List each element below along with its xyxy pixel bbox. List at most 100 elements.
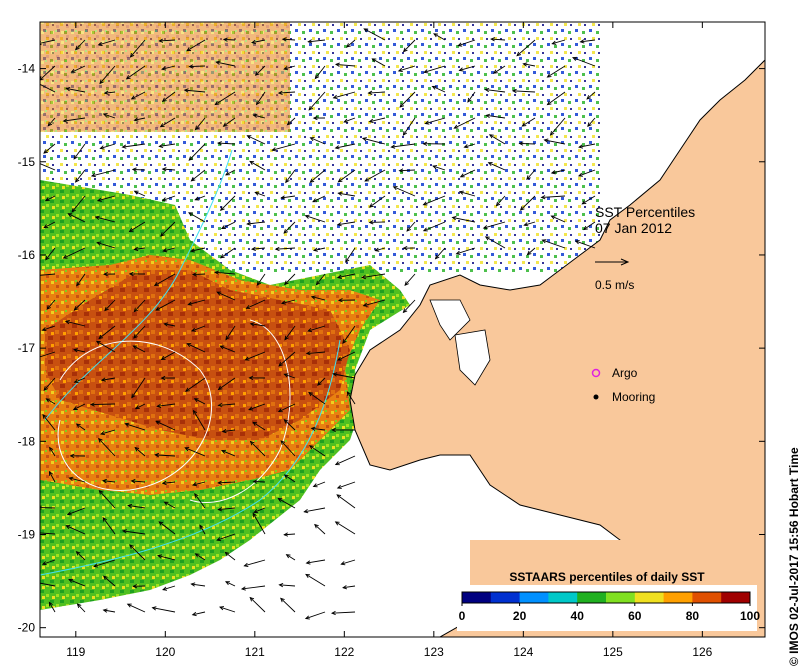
current-vector-head xyxy=(220,225,226,230)
current-vector xyxy=(541,195,566,198)
current-vector xyxy=(519,142,536,145)
current-vector-head xyxy=(248,406,254,411)
current-vector-head xyxy=(36,531,40,534)
current-vector-head xyxy=(308,391,314,397)
current-vector-head xyxy=(312,247,318,252)
current-vector-head xyxy=(102,608,108,613)
current-vector-head xyxy=(162,248,168,253)
current-vector xyxy=(575,240,596,249)
current-vector-head xyxy=(219,606,225,611)
colorbar-swatch xyxy=(548,592,578,603)
current-vector xyxy=(375,247,386,252)
current-vector xyxy=(346,39,356,48)
current-vector-head xyxy=(155,420,161,425)
current-vector-head xyxy=(280,195,286,200)
current-vector-head xyxy=(433,33,439,38)
current-vector xyxy=(284,325,296,340)
current-vector-head xyxy=(336,484,342,489)
current-vector-head xyxy=(546,73,552,78)
current-vector-head xyxy=(278,582,284,588)
current-vector-head xyxy=(336,222,342,227)
x-tick-label: 119 xyxy=(66,645,85,659)
current-vector-head xyxy=(188,64,194,69)
current-vector xyxy=(225,581,236,587)
current-vector-head xyxy=(104,306,109,312)
current-vector-head xyxy=(463,144,469,149)
current-vector xyxy=(337,221,356,226)
current-vector xyxy=(98,438,116,457)
current-vector xyxy=(164,323,176,327)
current-vector xyxy=(76,423,86,431)
current-vector xyxy=(47,117,56,127)
current-vector xyxy=(483,221,506,229)
current-vector-head xyxy=(283,66,289,71)
current-vector xyxy=(100,429,116,435)
current-vector-head xyxy=(75,423,81,428)
current-vector-head xyxy=(488,134,494,139)
current-vector xyxy=(218,142,236,145)
current-vector-head xyxy=(457,42,463,47)
current-vector xyxy=(583,221,596,230)
current-vector-head xyxy=(541,239,547,244)
current-vector xyxy=(526,169,536,180)
current-vector xyxy=(337,481,356,489)
current-vector-head xyxy=(217,141,222,146)
current-vector-head xyxy=(581,200,587,205)
current-vector xyxy=(95,216,116,223)
current-vector xyxy=(256,273,266,286)
current-vector xyxy=(284,65,296,70)
current-vector-head xyxy=(402,130,408,136)
current-vector xyxy=(63,247,86,259)
current-vector-head xyxy=(100,431,106,436)
current-vector xyxy=(485,89,506,93)
current-vector xyxy=(406,221,416,232)
current-vector-head xyxy=(187,301,193,306)
current-vector-head xyxy=(253,509,259,514)
credit-label: © IMOS 02-Jul-2017 15:56 Hobart Time xyxy=(787,447,801,666)
current-vector xyxy=(191,325,206,332)
current-vector-head xyxy=(94,215,100,220)
current-vector-head xyxy=(41,561,47,566)
current-vector-head xyxy=(98,437,103,443)
current-vector xyxy=(195,553,206,561)
current-vector xyxy=(433,33,446,41)
current-vector xyxy=(45,195,56,202)
current-vector xyxy=(133,325,146,339)
current-vector-head xyxy=(422,201,428,206)
current-vector xyxy=(220,345,236,353)
current-vector-head xyxy=(254,191,260,196)
colorbar-swatch xyxy=(692,592,722,603)
current-vector xyxy=(305,215,326,223)
current-vector-head xyxy=(160,232,165,237)
current-vector xyxy=(335,143,356,149)
current-vector xyxy=(129,544,146,561)
current-vector-head xyxy=(73,154,78,160)
current-vector xyxy=(341,559,356,565)
current-vector xyxy=(66,88,86,93)
current-vector xyxy=(516,39,536,56)
current-vector-head xyxy=(45,398,51,403)
current-vector-head xyxy=(283,419,289,424)
current-vector xyxy=(489,134,506,145)
current-vector xyxy=(398,65,416,72)
current-vector-head xyxy=(249,440,255,446)
current-vector-head xyxy=(424,120,430,125)
current-vector xyxy=(40,582,56,587)
current-vector xyxy=(278,498,296,509)
current-vector xyxy=(310,137,326,145)
map-title-line2: 07 Jan 2012 xyxy=(595,220,672,236)
current-vector xyxy=(134,117,146,121)
current-vector-head xyxy=(192,482,198,487)
current-vector-head xyxy=(32,274,36,277)
current-vector xyxy=(104,91,116,94)
current-vector-head xyxy=(47,121,53,127)
current-vector-head xyxy=(316,381,322,386)
current-vector-head xyxy=(281,37,287,42)
current-vector-head xyxy=(76,281,81,287)
current-vector-head xyxy=(522,62,528,67)
current-vector xyxy=(49,471,56,483)
current-vector-head xyxy=(307,328,313,333)
coastal-inlet xyxy=(429,299,471,341)
current-vector-head xyxy=(45,255,50,261)
